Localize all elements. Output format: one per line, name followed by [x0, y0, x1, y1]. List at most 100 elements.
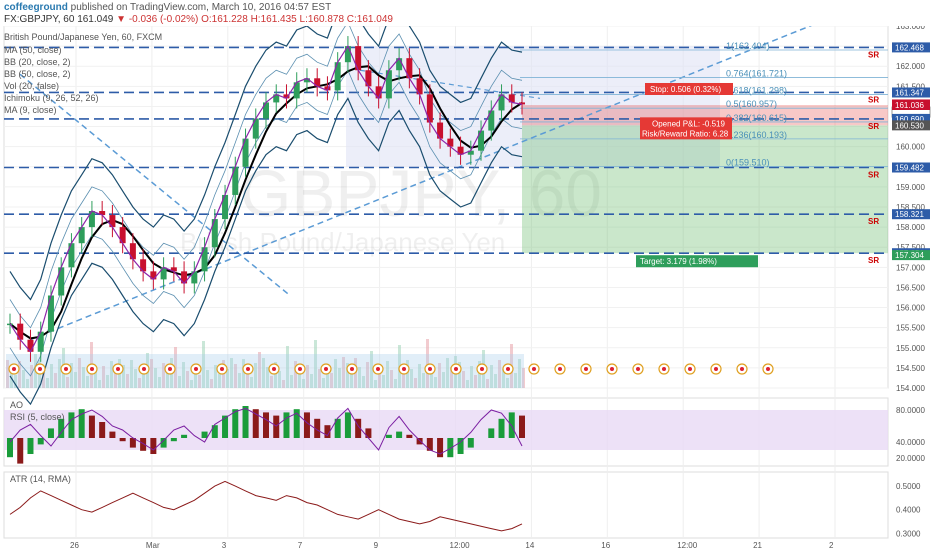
candle-body — [406, 58, 413, 79]
bb-upper — [9, 26, 523, 301]
last-price: 161.049 — [77, 14, 114, 25]
candle-body — [355, 46, 362, 71]
volume-bar — [226, 369, 229, 388]
event-flag-dot — [142, 367, 146, 371]
volume-bar — [126, 374, 129, 388]
candle-body — [211, 219, 218, 248]
price-tag-label: 161.347 — [895, 88, 924, 97]
price-tag-label: 160.690 — [895, 115, 924, 124]
legend-item: BB (20, close, 2) — [4, 57, 71, 67]
candle-body — [58, 267, 65, 296]
y-tick-label: 154.000 — [896, 384, 925, 393]
y-tick-label: 159.000 — [896, 183, 925, 192]
volume-bar — [94, 371, 97, 388]
event-flag-dot — [64, 367, 68, 371]
volume-bar — [250, 377, 253, 388]
ao-bar — [303, 412, 310, 438]
ao-bar — [488, 428, 495, 438]
volume-bar — [426, 339, 429, 388]
ao-bar — [467, 438, 474, 448]
volume-bar — [438, 363, 441, 388]
volume-bar — [134, 369, 137, 388]
trade-labels[interactable]: Stop: 0.506 (0.32%) Opened P&L: -0.519Ris… — [636, 82, 758, 268]
volume-bar — [466, 380, 469, 388]
y-tick-label: 157.500 — [896, 243, 925, 252]
chart-canvas[interactable]: GBPJPY, 60 British Pound/Japanese Yen SR… — [0, 26, 932, 550]
legend-item: MA (50, close) — [4, 45, 62, 55]
candle-body — [344, 46, 351, 63]
volume-bar — [378, 366, 381, 388]
volume-bar — [346, 363, 349, 388]
volume-bar — [274, 362, 277, 388]
price-tag-label: 157.304 — [895, 251, 924, 260]
volume-bar — [422, 373, 425, 388]
atr-line — [9, 480, 523, 532]
ao-bar — [293, 409, 300, 438]
publish-line: coffeeground published on TradingView.co… — [4, 2, 331, 13]
ao-title: AO — [10, 400, 23, 410]
candle-body — [150, 271, 157, 280]
ao-bar — [263, 412, 269, 438]
x-tick-label: 12:00 — [677, 541, 698, 550]
volume-bar — [282, 380, 285, 388]
volume-bar — [518, 359, 521, 388]
volume-bar — [218, 374, 221, 388]
rsi-band — [4, 410, 888, 450]
volume-bar — [262, 358, 265, 388]
ao-bar — [150, 438, 157, 454]
ao-bar — [160, 438, 167, 448]
x-tick-label: 7 — [298, 541, 303, 550]
candle-body — [324, 86, 331, 91]
candle-body — [508, 94, 515, 103]
ao-bar — [283, 412, 290, 438]
volume-bar — [310, 374, 313, 388]
candle-body — [334, 62, 341, 91]
candle-body — [478, 130, 485, 151]
fib-label: 0.764(161.721) — [726, 68, 787, 78]
symbol-label[interactable]: FX:GBPJPY, 60 — [4, 14, 75, 25]
volume-bar — [342, 357, 345, 388]
event-markers[interactable] — [8, 363, 774, 375]
oscillator-pane[interactable]: AO RSI (5, close) 80.0000 40.0000 20.0000 — [4, 400, 925, 464]
volume-bar — [418, 364, 421, 388]
volume-bar — [230, 358, 233, 388]
volume-bar — [154, 368, 157, 388]
candle-body — [396, 58, 403, 71]
volume-bar — [106, 375, 109, 388]
candle-body — [17, 323, 24, 340]
event-flag-dot — [610, 367, 614, 371]
volume-bar — [190, 380, 193, 388]
candle-body — [416, 78, 423, 95]
candle-body — [437, 122, 444, 139]
volume-bar — [186, 371, 189, 388]
price-axis[interactable]: 163.000162.500162.000161.500161.000160.5… — [891, 26, 931, 393]
event-flag-dot — [532, 367, 536, 371]
price-tag-label: 03:55 — [895, 108, 916, 117]
candle-body — [181, 271, 188, 284]
time-axis[interactable]: 26 Mar 3 7 9 12:00 14 16 12:00 21 2 — [70, 541, 834, 550]
volume-bar — [290, 375, 293, 388]
volume-bar — [446, 358, 449, 388]
ao-bar — [201, 431, 208, 438]
price-tag — [892, 120, 930, 131]
candle-body — [27, 339, 34, 352]
atr-pane[interactable]: ATR (14, RMA) 0.5000 0.4000 0.3000 — [9, 474, 921, 538]
x-tick-label: 9 — [374, 541, 379, 550]
atr-tick-label: 0.5000 — [896, 482, 921, 491]
candle-body — [252, 118, 259, 139]
volume-bar — [326, 364, 329, 388]
fib-label: 0.236(160.193) — [726, 130, 787, 140]
volume-bar — [198, 375, 201, 388]
y-tick-label: 157.000 — [896, 263, 925, 272]
candle-body — [232, 166, 239, 195]
ao-bar — [109, 431, 116, 438]
author-name[interactable]: coffeeground — [4, 2, 68, 13]
price-tag-label: 161.036 — [895, 101, 924, 110]
publish-info: published on TradingView.com, March 10, … — [70, 2, 332, 13]
event-flag-dot — [298, 367, 302, 371]
ao-bar — [437, 438, 444, 458]
ma-line — [9, 65, 523, 340]
pnl-badge — [640, 117, 732, 140]
legend-item: MA (9, close) — [4, 105, 57, 115]
event-flag-dot — [454, 367, 458, 371]
